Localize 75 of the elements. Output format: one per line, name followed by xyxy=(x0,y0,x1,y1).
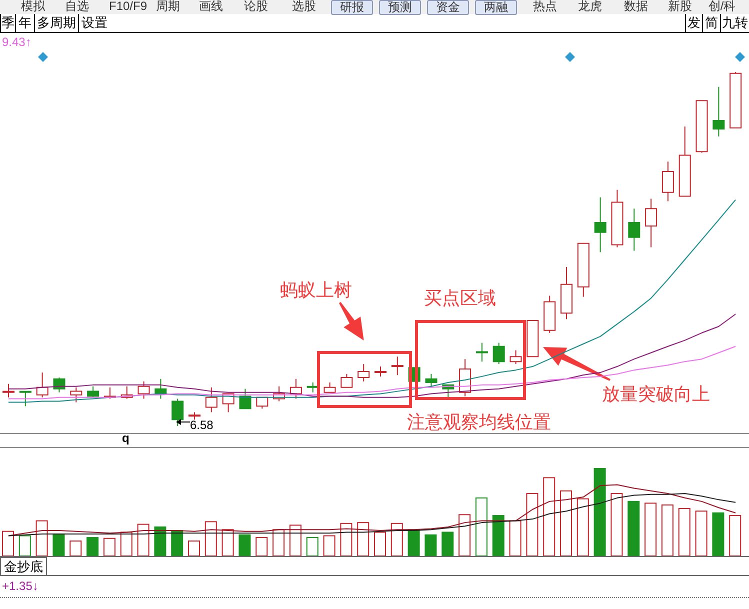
bar xyxy=(661,504,674,556)
text: 发 xyxy=(685,14,702,32)
text: F10/F9 xyxy=(108,0,148,13)
text: 资金 xyxy=(427,0,469,15)
text: 创/科 xyxy=(708,0,736,13)
annotation: 买点区域 xyxy=(424,287,496,310)
bar xyxy=(458,514,471,556)
bar xyxy=(408,529,420,556)
bar xyxy=(86,537,99,556)
bar xyxy=(390,522,403,556)
text: +1.35↓ xyxy=(2,579,38,593)
bar xyxy=(729,515,742,556)
bar xyxy=(70,540,82,556)
text: 数据 xyxy=(624,0,648,13)
text: 预测 xyxy=(379,0,421,15)
text: 简 xyxy=(702,14,720,32)
bar xyxy=(120,532,132,556)
bar xyxy=(323,535,336,556)
text: 多周期 xyxy=(34,14,78,32)
bar xyxy=(357,522,370,556)
text: 周期 xyxy=(156,0,180,13)
bar xyxy=(18,535,31,556)
bar xyxy=(712,512,724,556)
annotation: 蚂蚁上树 xyxy=(280,279,352,302)
annotation: 注意观察均线位置 xyxy=(407,411,551,434)
text: 金抄底 xyxy=(0,557,47,576)
annotation: 6.58 xyxy=(190,418,214,432)
text: 自选 xyxy=(65,0,89,13)
bar xyxy=(340,522,352,556)
bar xyxy=(475,497,488,556)
text: 选股 xyxy=(292,0,316,13)
text: 9.43↑ xyxy=(2,35,32,49)
bar xyxy=(576,498,589,556)
bar xyxy=(154,526,166,556)
bar xyxy=(171,530,184,556)
bar xyxy=(137,524,150,556)
bar xyxy=(678,508,690,556)
bar xyxy=(306,537,318,556)
text: q xyxy=(122,431,130,445)
text: 画线 xyxy=(199,0,223,13)
bar xyxy=(560,490,572,556)
bar xyxy=(289,524,302,556)
text: 模拟 xyxy=(21,0,45,13)
text: 研报 xyxy=(331,0,373,15)
bar xyxy=(492,515,504,556)
text: 龙虎 xyxy=(578,0,602,13)
bar xyxy=(695,510,708,556)
bar xyxy=(442,532,454,556)
bar xyxy=(238,534,251,556)
text: 设置 xyxy=(78,14,110,32)
bar xyxy=(424,534,437,556)
bar xyxy=(644,502,657,556)
text: 九转 xyxy=(720,14,749,32)
text: 两融 xyxy=(475,0,517,15)
bar xyxy=(52,534,65,556)
text: 热点 xyxy=(533,0,557,13)
bar xyxy=(594,468,606,556)
bar xyxy=(188,540,200,556)
text: 新股 xyxy=(668,0,692,13)
text: 论股 xyxy=(244,0,268,13)
text: 季 xyxy=(0,14,15,32)
annotation: 放量突破向上 xyxy=(602,383,710,406)
bar xyxy=(36,520,48,556)
text: 年 xyxy=(15,14,34,32)
bar xyxy=(256,537,268,556)
bar xyxy=(526,493,538,556)
bar xyxy=(222,529,234,556)
bar xyxy=(610,493,623,556)
bar xyxy=(374,532,386,556)
bar xyxy=(204,521,217,556)
bar xyxy=(543,477,556,556)
bar xyxy=(628,500,640,556)
bar xyxy=(103,538,116,556)
bar xyxy=(509,520,522,556)
bar xyxy=(272,529,285,556)
